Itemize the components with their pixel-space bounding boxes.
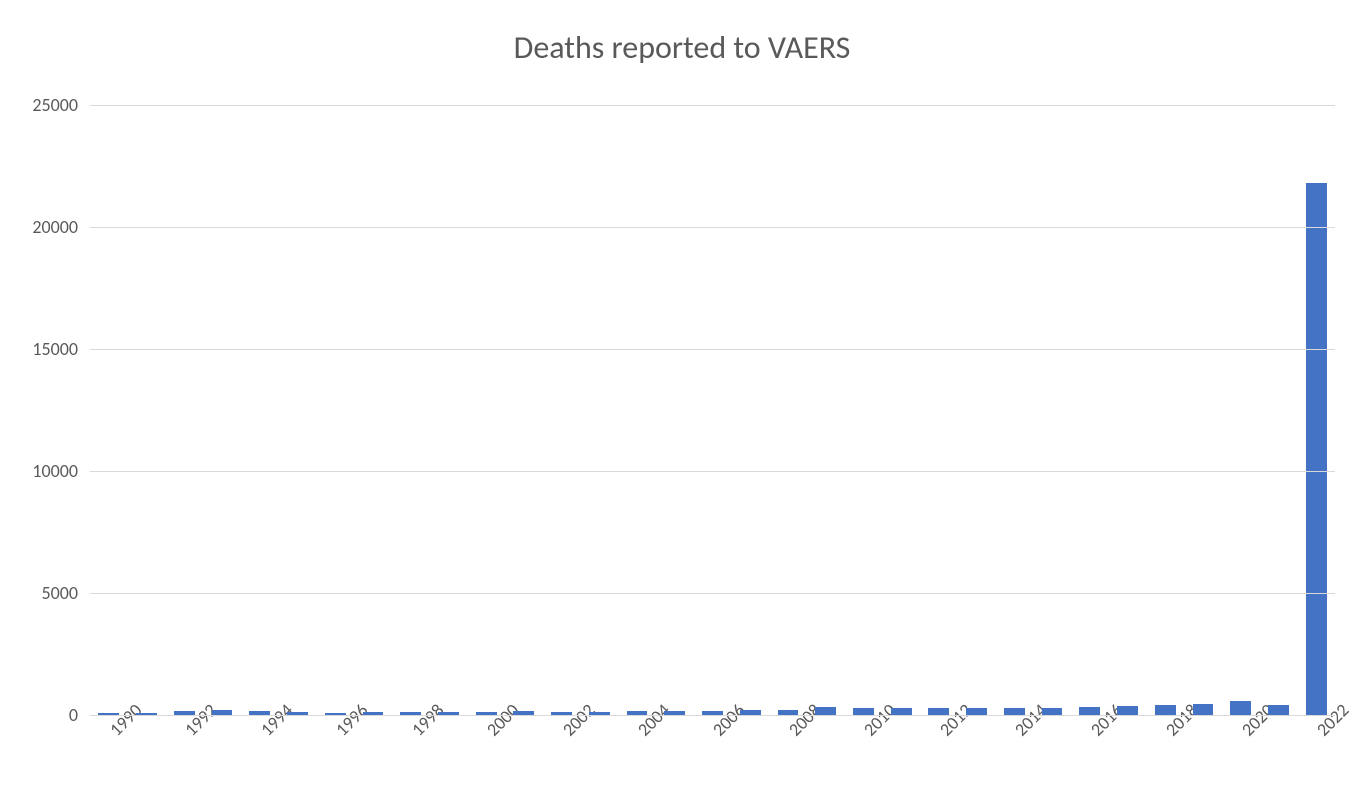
bar (1042, 708, 1063, 715)
chart-container: Deaths reported to VAERS 199019921994199… (0, 0, 1364, 801)
bar-slot: 2004 (618, 105, 656, 715)
chart-title: Deaths reported to VAERS (0, 28, 1364, 67)
bar (1306, 183, 1327, 715)
bar (1193, 704, 1214, 715)
bar-slot: 2016 (1071, 105, 1109, 715)
gridline (90, 471, 1335, 472)
bar-slot: 2022 (1297, 105, 1335, 715)
bar-slot: 2002 (543, 105, 581, 715)
bar-slot: 2018 (1146, 105, 1184, 715)
y-tick-label: 20000 (32, 216, 90, 238)
y-tick-label: 5000 (42, 582, 91, 604)
bar-slot (430, 105, 468, 715)
bar-slot (505, 105, 543, 715)
gridline (90, 349, 1335, 350)
bar-slot (1260, 105, 1298, 715)
bar-slot (1109, 105, 1147, 715)
gridline (90, 227, 1335, 228)
gridline (90, 105, 1335, 106)
bar-slot (1033, 105, 1071, 715)
bar-slot: 2010 (845, 105, 883, 715)
bar-slot: 2006 (694, 105, 732, 715)
y-tick-label: 0 (69, 704, 90, 726)
gridline (90, 715, 1335, 716)
y-tick-label: 15000 (32, 338, 90, 360)
bars-layer: 1990 1992 1994 1996 1998 2000 2002 2004 2006 2008… (90, 105, 1335, 715)
bar (966, 708, 987, 715)
bar (1117, 706, 1138, 715)
y-tick-label: 10000 (32, 460, 90, 482)
bar-slot (958, 105, 996, 715)
bar-slot (656, 105, 694, 715)
bar-slot (354, 105, 392, 715)
bar-slot (279, 105, 317, 715)
bar-slot: 1990 (90, 105, 128, 715)
bar-slot (882, 105, 920, 715)
bar-slot: 2014 (995, 105, 1033, 715)
bar (891, 708, 912, 715)
bar-slot (128, 105, 166, 715)
y-tick-label: 25000 (32, 94, 90, 116)
bar (815, 707, 836, 715)
bar-slot (731, 105, 769, 715)
bar-slot (203, 105, 241, 715)
bar-slot (580, 105, 618, 715)
bar-slot (807, 105, 845, 715)
bar-slot: 1998 (392, 105, 430, 715)
bar-slot: 2000 (467, 105, 505, 715)
bar-slot: 2020 (1222, 105, 1260, 715)
bar (1268, 705, 1289, 715)
bar-slot (1184, 105, 1222, 715)
bar-slot: 1996 (316, 105, 354, 715)
plot-area: 1990 1992 1994 1996 1998 2000 2002 2004 2006 2008… (90, 105, 1335, 715)
bar-slot: 1992 (165, 105, 203, 715)
bar-slot: 2008 (769, 105, 807, 715)
gridline (90, 593, 1335, 594)
bar-slot: 1994 (241, 105, 279, 715)
bar-slot: 2012 (920, 105, 958, 715)
